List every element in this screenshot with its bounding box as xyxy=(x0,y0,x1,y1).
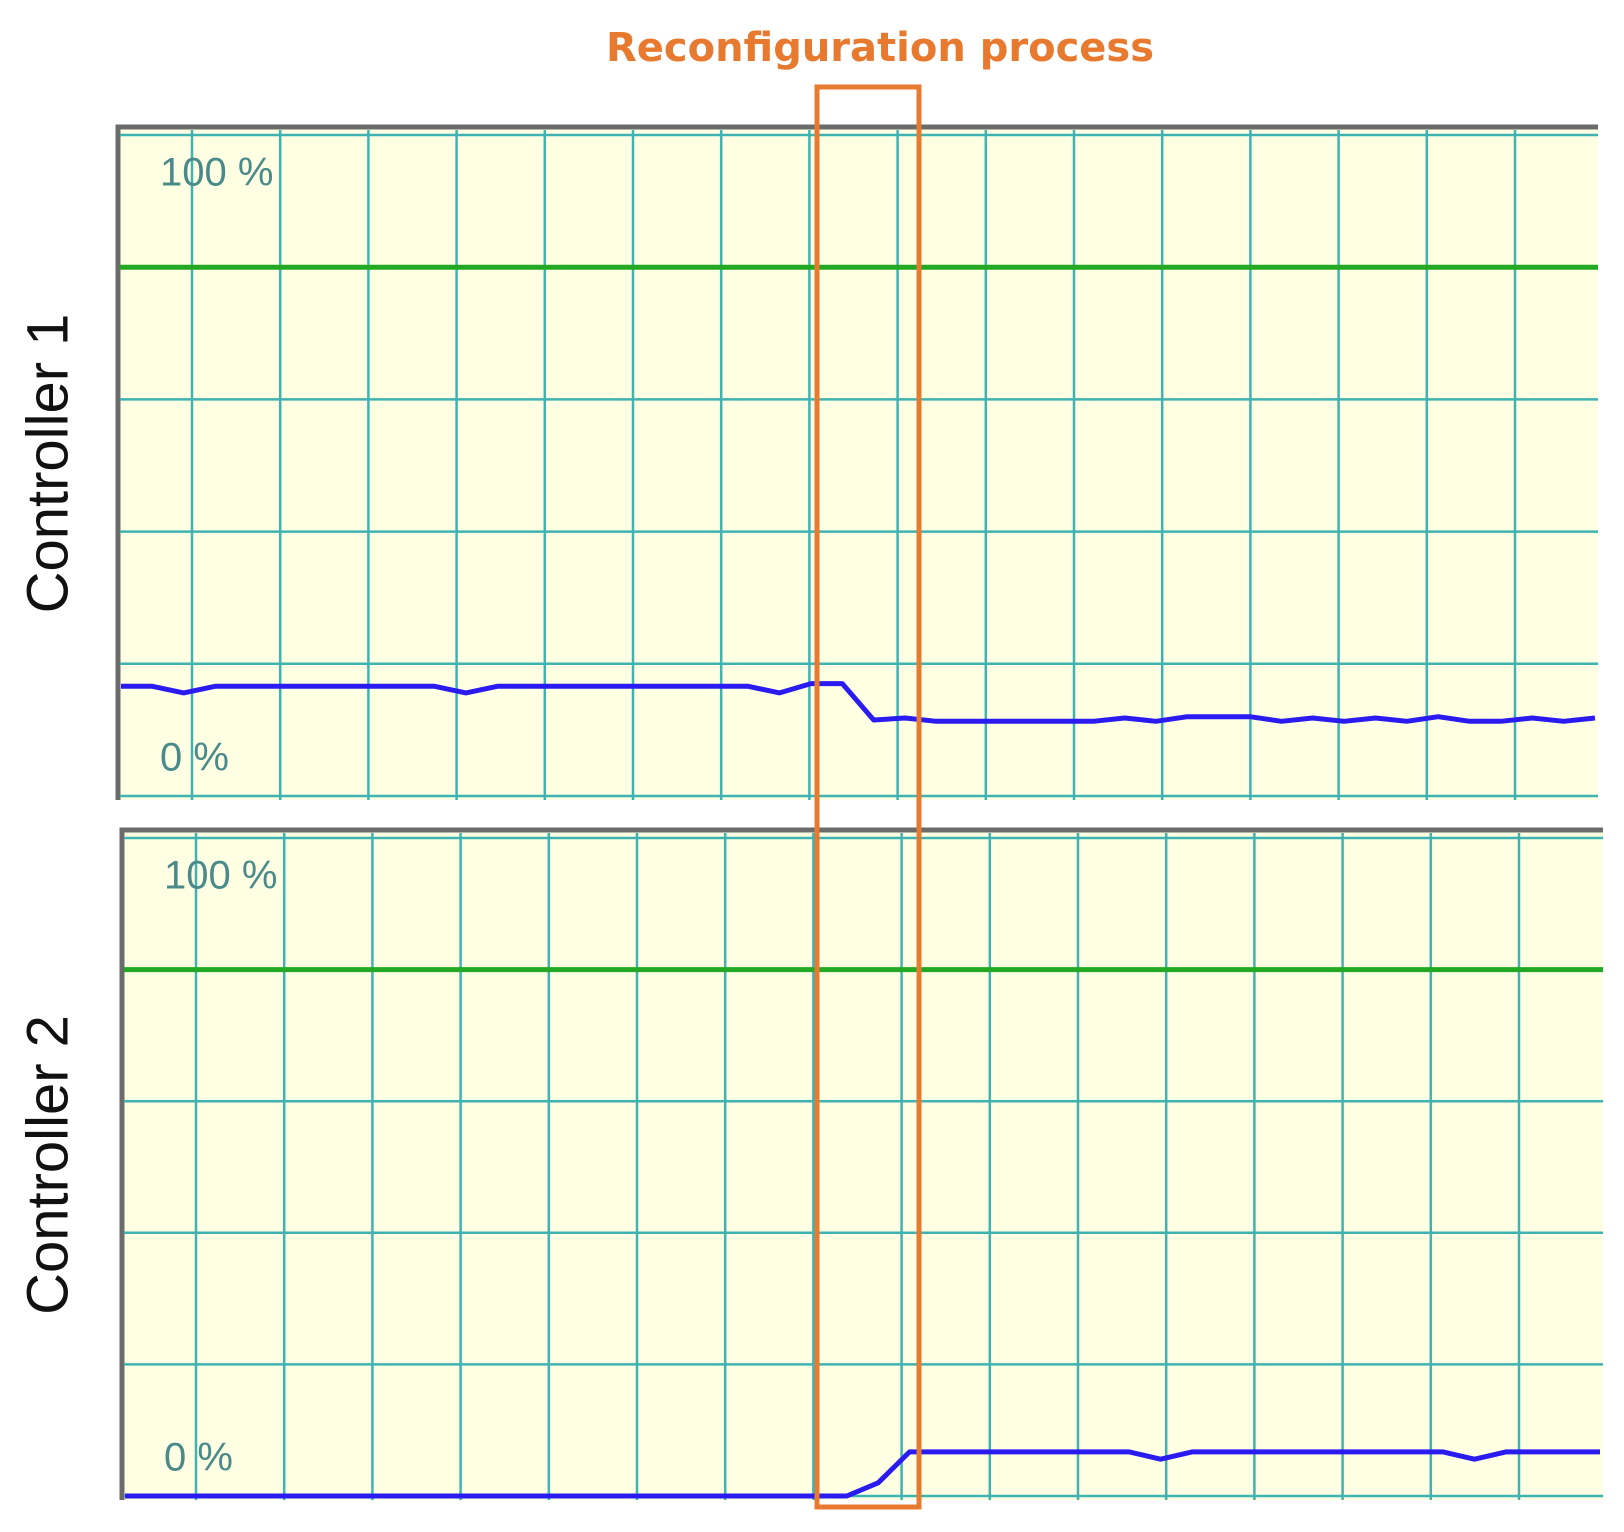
y-tick-label: 0 % xyxy=(160,736,229,780)
annotation: Reconfiguration process xyxy=(606,25,1154,71)
y-tick-label: 0 % xyxy=(164,1436,233,1480)
panel-border xyxy=(119,827,1603,1500)
y-axis-label: Controller 2 xyxy=(15,1015,80,1315)
data-line xyxy=(121,681,1596,724)
y-tick-label: 100 % xyxy=(164,854,277,898)
plot-area xyxy=(122,830,1603,1500)
data-line xyxy=(125,1449,1600,1499)
y-axis-label: Controller 1 xyxy=(15,314,80,614)
highlight-box xyxy=(814,84,922,1510)
y-tick-label: 100 % xyxy=(160,151,273,195)
panel-border xyxy=(115,124,1598,800)
